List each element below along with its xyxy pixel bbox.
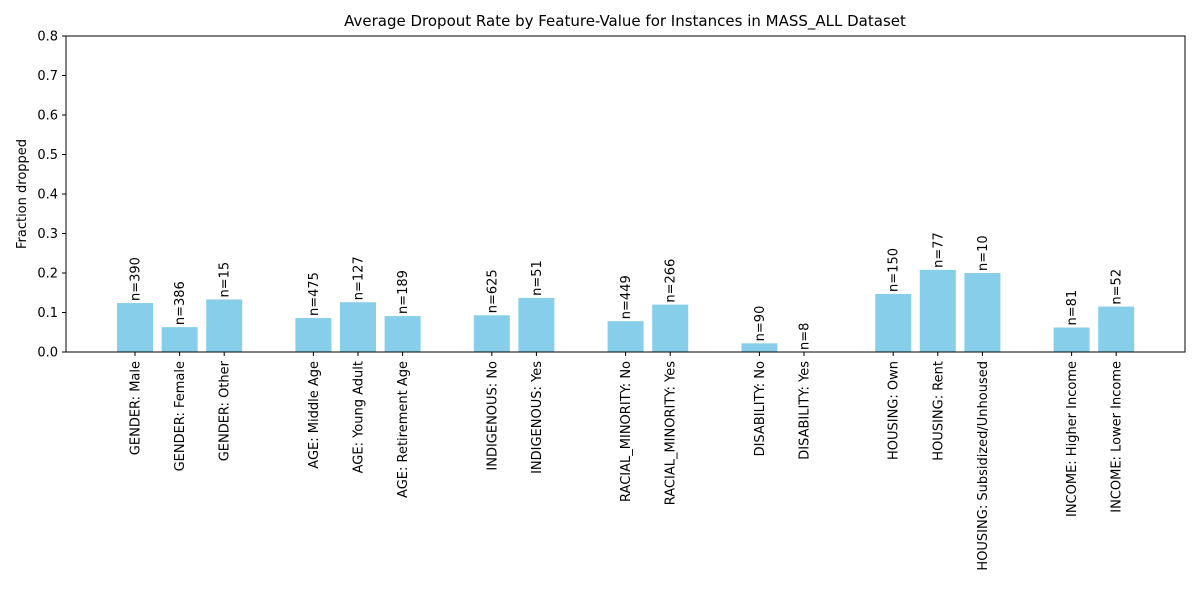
y-axis-ticks: 0.0 0.1 0.2 0.3 0.4 0.5 0.6 0.7 0.8: [37, 30, 66, 361]
x-tick-label: HOUSING: Subsidized/Unhoused: [976, 361, 991, 571]
bar-count-label: n=15: [218, 262, 233, 298]
bar-count-label: n=390: [129, 257, 144, 301]
bar-count-label: n=189: [396, 270, 411, 314]
bar: [518, 297, 555, 352]
bar-count-label: n=10: [976, 235, 991, 271]
bar: [340, 302, 376, 352]
bar: [1053, 327, 1090, 352]
y-tick-label: 0.6: [37, 109, 58, 124]
bar-count-label: n=51: [530, 260, 545, 296]
x-tick-label: INDIGENOUS: No: [485, 361, 500, 471]
bar-count-label: n=81: [1065, 290, 1080, 326]
bar-count-label: n=77: [931, 232, 946, 268]
x-tick-label: INDIGENOUS: Yes: [530, 361, 545, 474]
bar-count-label: n=475: [307, 272, 322, 316]
y-tick-label: 0.7: [37, 69, 58, 84]
y-axis-label: Fraction dropped: [15, 139, 30, 249]
bar: [384, 316, 421, 352]
x-tick-label: AGE: Middle Age: [307, 361, 322, 469]
bar-count-label: n=386: [173, 281, 188, 325]
x-tick-label: GENDER: Female: [173, 361, 188, 471]
y-tick-label: 0.8: [37, 30, 58, 45]
chart-title: Average Dropout Rate by Feature-Value fo…: [344, 12, 906, 31]
plot-frame: [65, 35, 1186, 353]
x-tick-label: AGE: Young Adult: [352, 361, 367, 473]
bar: [919, 269, 956, 352]
bar: [161, 327, 198, 352]
bar-count-label: n=150: [887, 248, 902, 292]
bar: [473, 315, 510, 352]
x-tick-label: INCOME: Lower Income: [1110, 361, 1125, 513]
bar-count-labels: n=390 n=386 n=15 n=475 n=127 n=189 n=625 n=51 n=…: [129, 232, 1125, 350]
x-tick-label: GENDER: Male: [129, 361, 144, 455]
x-tick-label: HOUSING: Own: [887, 361, 902, 460]
bar-count-label: n=52: [1110, 269, 1125, 305]
bar: [206, 299, 243, 352]
bar: [875, 293, 912, 352]
bar: [652, 304, 689, 352]
bar: [117, 303, 153, 352]
x-tick-label: DISABILITY: Yes: [798, 361, 813, 460]
bar: [1098, 306, 1135, 352]
bar: [741, 343, 778, 352]
y-tick-label: 0.2: [37, 267, 58, 282]
bar-count-label: n=127: [352, 256, 367, 300]
x-tick-label: AGE: Retirement Age: [396, 361, 411, 498]
bar: [964, 273, 1001, 352]
bar-count-label: n=90: [753, 306, 768, 342]
x-tick-label: INCOME: Higher Income: [1065, 361, 1080, 517]
y-tick-label: 0.4: [37, 188, 58, 203]
x-axis-tick-labels: GENDER: Male GENDER: Female GENDER: Other A…: [129, 352, 1125, 571]
y-tick-label: 0.0: [37, 346, 58, 361]
bar: [607, 321, 644, 352]
x-tick-label: RACIAL_MINORITY: Yes: [664, 361, 679, 505]
bar-count-label: n=8: [798, 323, 813, 350]
x-tick-label: GENDER: Other: [218, 360, 233, 461]
x-tick-label: HOUSING: Rent: [931, 361, 946, 461]
bar-count-label: n=625: [485, 269, 500, 313]
y-tick-label: 0.3: [37, 227, 58, 242]
bar: [295, 318, 332, 352]
bar-series: [117, 269, 1135, 352]
x-tick-label: RACIAL_MINORITY: No: [619, 361, 634, 502]
y-tick-label: 0.5: [37, 148, 58, 163]
x-tick-label: DISABILITY: No: [753, 361, 768, 456]
y-tick-label: 0.1: [37, 306, 58, 321]
bar-count-label: n=449: [619, 275, 634, 319]
bar-count-label: n=266: [664, 259, 679, 303]
